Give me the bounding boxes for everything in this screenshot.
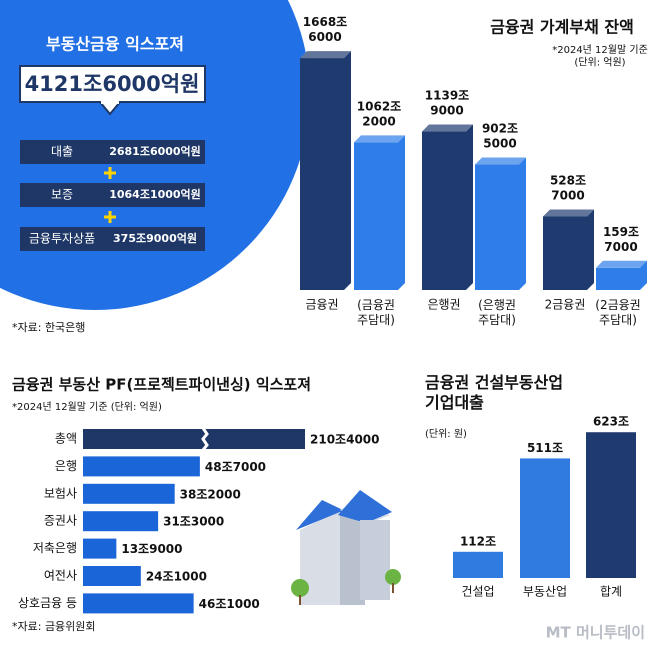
- bar: [543, 216, 587, 290]
- panel-title: 부동산금융 익스포져: [46, 35, 184, 54]
- row-box: [20, 140, 205, 164]
- value-label: 210조4000: [310, 433, 380, 447]
- source: *자료: 한국은행: [12, 321, 85, 334]
- chart-note: (단위: 원): [425, 427, 467, 440]
- bar: [586, 432, 636, 578]
- chart-note: *2024년 12월말 기준 (단위: 억원): [12, 400, 162, 413]
- x-tick-label: (2금융권 주담대): [595, 298, 640, 327]
- value-label: 31조3000: [163, 515, 224, 529]
- bar-side: [587, 209, 594, 290]
- bar-side: [640, 260, 647, 290]
- bar: [453, 551, 503, 578]
- bar: [83, 593, 194, 614]
- bar-top: [300, 51, 351, 59]
- chart-note: *2024년 12월말 기준 (단위: 억원): [552, 44, 648, 69]
- value-label: 48조7000: [205, 460, 266, 474]
- y-tick-label: 보험사: [44, 486, 77, 500]
- bar: [354, 142, 398, 290]
- row-label: 대출: [51, 145, 73, 159]
- plus-sign: [104, 167, 116, 223]
- y-tick-label: 총액: [55, 432, 77, 446]
- bar-top: [422, 124, 473, 132]
- bar-top: [543, 209, 594, 217]
- y-tick-label: 여전사: [44, 569, 77, 583]
- bar: [596, 267, 640, 290]
- x-tick-label: 금융권: [305, 298, 338, 312]
- bar-top: [475, 157, 526, 165]
- row-label: 금융투자상품: [29, 232, 95, 246]
- row-value: 1064조1000억원: [109, 187, 201, 201]
- bar-top: [596, 260, 647, 268]
- x-tick-label: 2금융권: [545, 298, 586, 312]
- value-label: 24조1000: [146, 570, 207, 584]
- bar-top: [354, 135, 405, 143]
- value-label: 623조: [593, 415, 629, 429]
- bar-side: [519, 157, 526, 290]
- row-box: [20, 183, 205, 207]
- row-value: 375조9000억원: [113, 231, 197, 245]
- y-tick-label: 증권사: [44, 514, 77, 528]
- y-tick-label: 상호금융 등: [18, 596, 77, 610]
- bar-side: [466, 124, 473, 291]
- value-label: 38조2000: [180, 487, 241, 501]
- chart-title: 금융권 건설부동산업 기업대출: [425, 373, 563, 412]
- value-label: 1668조 6000: [303, 15, 347, 44]
- row-box: [20, 227, 205, 251]
- x-tick-label: (금융권 주담대): [357, 298, 395, 327]
- chart-title: 금융권 부동산 PF(프로젝트파이낸싱) 익스포져: [12, 376, 311, 394]
- bar: [475, 164, 519, 290]
- total-box: [19, 65, 206, 103]
- value-label: 46조1000: [199, 597, 260, 611]
- total-value: 4121조6000억원: [25, 72, 200, 96]
- x-tick-label: (은행권 주담대): [478, 297, 516, 327]
- value-label: 13조9000: [121, 542, 182, 556]
- value-label: 528조 7000: [550, 173, 586, 202]
- value-label: 511조: [527, 441, 563, 455]
- x-tick-label: 합계: [600, 585, 622, 599]
- footer-logo: MT 머니투데이: [546, 624, 645, 642]
- panel-rows: 대출 2681조6000억원 보증 1064조1000억원 금융투자상품 375…: [20, 140, 205, 251]
- bar: [300, 58, 344, 290]
- bar-side: [344, 51, 351, 290]
- y-tick-label: 저축은행: [33, 540, 77, 555]
- value-label: 1062조 2000: [357, 99, 401, 128]
- row-label: 보증: [51, 188, 73, 202]
- pointer-mask: [101, 99, 119, 104]
- bar: [422, 131, 466, 290]
- row-value: 2681조6000억원: [109, 144, 201, 158]
- chart-title: 금융권 가계부채 잔액: [490, 18, 634, 37]
- x-tick-label: 건설업: [461, 585, 494, 599]
- bar: [83, 566, 141, 586]
- bar-side: [398, 135, 405, 290]
- bar: [83, 538, 117, 559]
- source: *자료: 금융위원회: [12, 620, 96, 633]
- bar: [83, 483, 175, 504]
- bar: [520, 458, 570, 578]
- value-label: 112조: [460, 534, 496, 548]
- value-label: 159조 7000: [603, 224, 639, 253]
- bar: [83, 429, 305, 449]
- x-tick-label: 부동산업: [523, 585, 567, 599]
- value-label: 1139조 9000: [425, 88, 469, 117]
- bar: [83, 511, 159, 532]
- axis-break: [201, 427, 209, 451]
- value-label: 902조 5000: [482, 121, 518, 150]
- x-tick-label: 은행권: [427, 297, 460, 312]
- building-illustration: [291, 490, 401, 605]
- y-tick-label: 은행: [55, 458, 77, 473]
- bar: [83, 456, 200, 477]
